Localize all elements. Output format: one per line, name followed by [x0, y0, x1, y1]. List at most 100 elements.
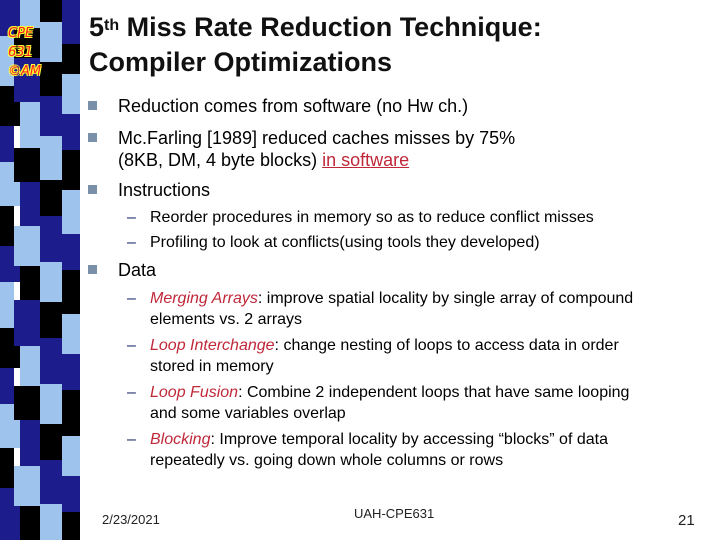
strip-block	[40, 338, 62, 384]
strip-block	[62, 234, 80, 270]
title-line-1: Miss Rate Reduction Technique:	[119, 12, 542, 42]
strip-block	[20, 266, 40, 300]
sub-bullet-text: Reorder procedures in memory so as to re…	[150, 209, 594, 226]
strip-block	[40, 180, 62, 216]
strip-block	[20, 346, 40, 386]
strip-block	[14, 28, 40, 58]
sub-bullet-text: : change nesting of loops to access data…	[274, 337, 619, 354]
bullet-2-line-1: Mc.Farling [1989] reduced caches misses …	[118, 128, 516, 148]
strip-block	[40, 424, 62, 460]
bullet-4: Data	[88, 259, 157, 281]
footer-date: 2/23/2021	[102, 512, 160, 527]
sub-bullet-text-cont: stored in memory	[150, 358, 274, 375]
strip-block	[62, 512, 80, 540]
sub-bullet-data-3: – Loop Fusion: Combine 2 independent loo…	[127, 382, 630, 424]
strip-block	[0, 206, 14, 246]
strip-block	[62, 270, 80, 314]
title-ordinal: 5	[89, 12, 105, 42]
strip-block	[62, 44, 80, 74]
in-software-link[interactable]: in software	[322, 150, 410, 170]
strip-block	[0, 448, 14, 488]
strip-block	[62, 476, 80, 512]
bullet-2-line-2-text: (8KB, DM, 4 byte blocks)	[118, 150, 323, 170]
dash-icon: –	[127, 337, 136, 354]
bullet-square-icon	[88, 101, 97, 110]
bullet-3: Instructions	[88, 179, 211, 201]
strip-block	[20, 182, 40, 226]
dash-icon: –	[127, 234, 136, 251]
strip-block	[62, 354, 80, 390]
strip-block	[62, 74, 80, 114]
sub-bullet-data-4: – Blocking: Improve temporal locality by…	[127, 429, 608, 471]
strip-block	[62, 0, 80, 44]
sub-bullet-instructions-1: – Reorder procedures in memory so as to …	[127, 207, 594, 228]
strip-block	[20, 506, 40, 540]
bullet-2-line-2: (8KB, DM, 4 byte blocks) in software	[118, 149, 515, 171]
strip-block	[20, 420, 40, 466]
term-blocking: Blocking	[150, 431, 211, 448]
bullet-3-text: Instructions	[118, 180, 211, 200]
bullet-1-text: Reduction comes from software (no Hw ch.…	[118, 96, 469, 116]
sub-bullet-text: Profiling to look at conflicts(using too…	[150, 234, 540, 251]
dash-icon: –	[127, 290, 136, 307]
strip-block	[14, 466, 40, 506]
strip-block	[0, 282, 14, 328]
bullet-2: Mc.Farling [1989] reduced caches misses …	[88, 127, 516, 171]
strip-block	[40, 216, 62, 262]
strip-block	[40, 262, 62, 302]
strip-block	[14, 58, 40, 102]
slide-title: 5th Miss Rate Reduction Technique: Compi…	[89, 10, 709, 80]
strip-block	[14, 300, 40, 346]
strip-block	[62, 436, 80, 476]
strip-block	[62, 314, 80, 354]
strip-block	[14, 148, 40, 182]
term-merging-arrays: Merging Arrays	[150, 290, 258, 307]
strip-block	[0, 0, 20, 36]
title-ordinal-sup: th	[104, 17, 120, 34]
strip-block	[40, 0, 62, 22]
strip-block	[62, 150, 80, 190]
strip-block	[40, 96, 62, 136]
strip-block	[40, 302, 62, 338]
bullet-square-icon	[88, 185, 97, 194]
sub-bullet-data-1: – Merging Arrays: improve spatial locali…	[127, 288, 634, 330]
strip-block	[40, 136, 62, 180]
sub-bullet-text: : improve spatial locality by single arr…	[257, 290, 634, 307]
strip-block	[0, 368, 14, 404]
strip-block	[62, 114, 80, 150]
strip-block	[40, 62, 62, 96]
footer-course: UAH-CPE631	[354, 506, 435, 521]
dash-icon: –	[127, 209, 136, 226]
sub-bullet-text: : Improve temporal locality by accessing…	[210, 431, 608, 448]
decorative-strip	[0, 0, 80, 540]
strip-block	[40, 504, 62, 540]
sub-bullet-text-cont: elements vs. 2 arrays	[150, 311, 303, 328]
strip-block	[14, 226, 40, 266]
sub-bullet-text-cont: and some variables overlap	[150, 405, 346, 422]
dash-icon: –	[127, 384, 136, 401]
strip-block	[62, 390, 80, 436]
strip-block	[62, 190, 80, 234]
strip-block	[0, 126, 14, 162]
logo-line-3: ©AM	[8, 64, 42, 79]
sub-bullet-data-2: – Loop Interchange: change nesting of lo…	[127, 335, 619, 377]
sub-bullet-text: : Combine 2 independent loops that have …	[238, 384, 630, 401]
strip-block	[20, 102, 40, 148]
term-loop-interchange: Loop Interchange	[150, 337, 275, 354]
bullet-square-icon	[88, 133, 97, 142]
bullet-square-icon	[88, 265, 97, 274]
course-logo: CPE 631 ©AM	[8, 24, 72, 81]
sub-bullet-instructions-2: – Profiling to look at conflicts(using t…	[127, 232, 540, 253]
logo-line-2: 631	[8, 45, 33, 60]
dash-icon: –	[127, 431, 136, 448]
sub-bullet-text-cont: repeatedly vs. going down whole columns …	[150, 452, 504, 469]
strip-block	[0, 36, 14, 86]
bullet-4-text: Data	[118, 260, 157, 280]
slide-number: 21	[678, 512, 695, 529]
strip-block	[40, 22, 62, 62]
strip-block	[40, 460, 62, 504]
strip-block	[40, 384, 62, 424]
strip-block	[14, 386, 40, 420]
title-line-2: Compiler Optimizations	[89, 47, 393, 77]
term-loop-fusion: Loop Fusion	[150, 384, 239, 401]
